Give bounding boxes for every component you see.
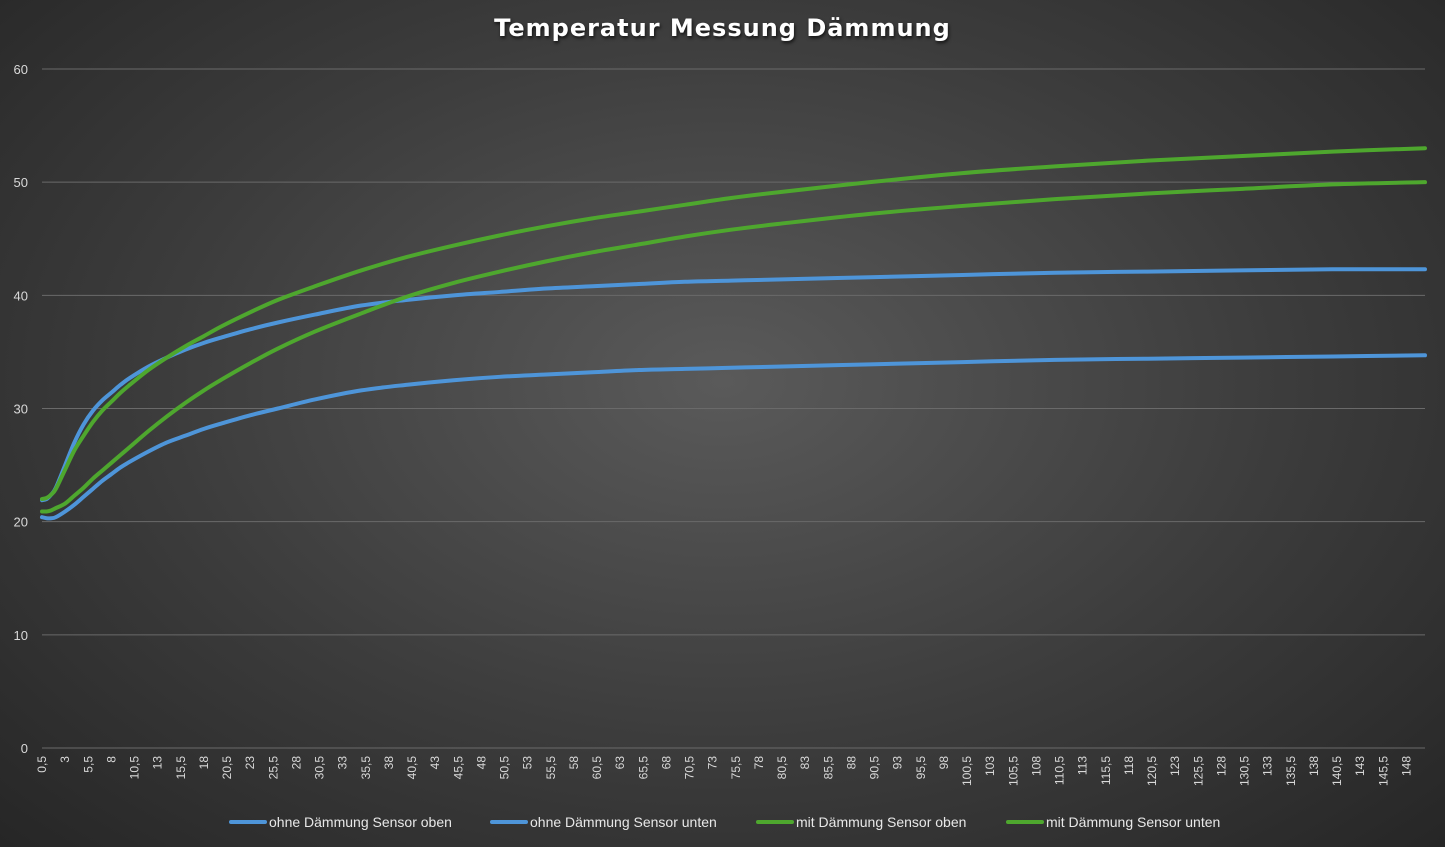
y-tick-label: 10	[14, 628, 28, 643]
x-tick-label: 120,5	[1145, 756, 1159, 786]
x-tick-label: 138	[1307, 756, 1321, 776]
legend-item: mit Dämmung Sensor oben	[756, 811, 966, 833]
x-tick-label: 5,5	[81, 756, 95, 773]
legend: ohne Dämmung Sensor oben ohne Dämmung Sen…	[0, 811, 1445, 833]
legend-label: mit Dämmung Sensor unten	[1046, 814, 1221, 830]
series-line-2	[40, 353, 1427, 521]
x-tick-label: 103	[983, 756, 997, 776]
x-tick-label: 78	[752, 756, 766, 770]
gridlines	[42, 68, 1425, 749]
x-tick-label: 35,5	[359, 756, 373, 780]
x-tick-label: 70,5	[683, 756, 697, 780]
y-tick-label: 0	[21, 741, 28, 756]
x-tick-label: 63	[613, 756, 627, 770]
x-tick-label: 50,5	[498, 756, 512, 780]
y-tick-label: 60	[14, 62, 28, 77]
x-tick-label: 18	[197, 756, 211, 770]
series-line-3	[40, 146, 1427, 502]
x-tick-label: 23	[243, 756, 257, 770]
x-tick-label: 38	[382, 756, 396, 770]
series-line-4	[40, 180, 1427, 514]
x-tick-label: 20,5	[220, 756, 234, 780]
x-tick-label: 125,5	[1191, 756, 1205, 786]
x-tick-label: 73	[706, 756, 720, 770]
x-tick-label: 130,5	[1238, 756, 1252, 786]
x-tick-label: 148	[1399, 756, 1413, 776]
legend-swatch	[229, 820, 267, 824]
x-tick-label: 113	[1076, 756, 1090, 775]
legend-label: mit Dämmung Sensor oben	[796, 814, 967, 830]
legend-item: mit Dämmung Sensor unten	[1006, 811, 1220, 833]
x-tick-label: 10,5	[128, 756, 142, 780]
x-tick-label: 98	[937, 756, 951, 770]
x-tick-label: 135,5	[1284, 756, 1298, 786]
x-tick-label: 93	[891, 756, 905, 770]
x-tick-label: 28	[289, 756, 303, 770]
legend-swatch	[756, 820, 794, 824]
x-tick-label: 40,5	[405, 756, 419, 780]
chart-title: Temperatur Messung Dämmung	[494, 14, 951, 42]
x-tick-label: 48	[474, 756, 488, 770]
x-tick-label: 115,5	[1099, 756, 1113, 785]
x-tick-label: 90,5	[868, 756, 882, 780]
x-tick-label: 43	[428, 756, 442, 770]
x-tick-label: 88	[844, 756, 858, 770]
x-tick-label: 100,5	[960, 756, 974, 786]
y-axis-tick-labels: 0 10 20 30 40 50 60	[14, 62, 28, 756]
legend-swatch	[1006, 820, 1044, 824]
x-tick-label: 140,5	[1330, 756, 1344, 786]
legend-item: ohne Dämmung Sensor unten	[490, 811, 717, 833]
series-lines	[40, 146, 1427, 521]
x-tick-label: 105,5	[1006, 756, 1020, 786]
x-tick-label: 8	[104, 756, 118, 763]
x-tick-label: 15,5	[174, 756, 188, 780]
x-tick-label: 60,5	[590, 756, 604, 780]
x-tick-label: 45,5	[451, 756, 465, 780]
x-tick-label: 128	[1214, 756, 1228, 776]
x-tick-label: 68	[659, 756, 673, 770]
x-tick-label: 80,5	[775, 756, 789, 780]
x-tick-label: 58	[567, 756, 581, 770]
series-line-1	[40, 267, 1427, 503]
y-tick-label: 20	[14, 515, 28, 530]
y-tick-label: 30	[14, 402, 28, 417]
x-tick-label: 83	[798, 756, 812, 770]
x-tick-label: 108	[1029, 756, 1043, 776]
x-tick-label: 13	[151, 756, 165, 770]
x-tick-label: 55,5	[544, 756, 558, 780]
x-tick-label: 30,5	[313, 756, 327, 780]
legend-swatch	[490, 820, 528, 824]
x-tick-label: 123	[1168, 756, 1182, 776]
x-tick-label: 25,5	[266, 756, 280, 780]
x-tick-label: 85,5	[821, 756, 835, 780]
x-tick-label: 3	[58, 756, 72, 763]
legend-label: ohne Dämmung Sensor unten	[530, 814, 717, 830]
x-tick-label: 0,5	[35, 756, 49, 773]
y-tick-label: 40	[14, 288, 28, 303]
x-tick-label: 133	[1261, 756, 1275, 776]
x-tick-label: 118	[1122, 756, 1136, 775]
legend-item: ohne Dämmung Sensor oben	[229, 811, 452, 833]
x-tick-label: 75,5	[729, 756, 743, 780]
x-tick-label: 33	[336, 756, 350, 770]
x-tick-label: 95,5	[914, 756, 928, 780]
x-tick-label: 53	[521, 756, 535, 770]
x-axis-tick-labels: 0,5 3 5,5 8 10,5 13 15,5 18 20,5 23 25,5 28 30,5 33 35…	[35, 756, 1413, 786]
x-tick-label: 143	[1353, 756, 1367, 776]
x-tick-label: 65,5	[636, 756, 650, 780]
x-tick-label: 110,5	[1053, 756, 1067, 785]
legend-label: ohne Dämmung Sensor oben	[269, 814, 452, 830]
y-tick-label: 50	[14, 175, 28, 190]
x-tick-label: 145,5	[1376, 756, 1390, 786]
